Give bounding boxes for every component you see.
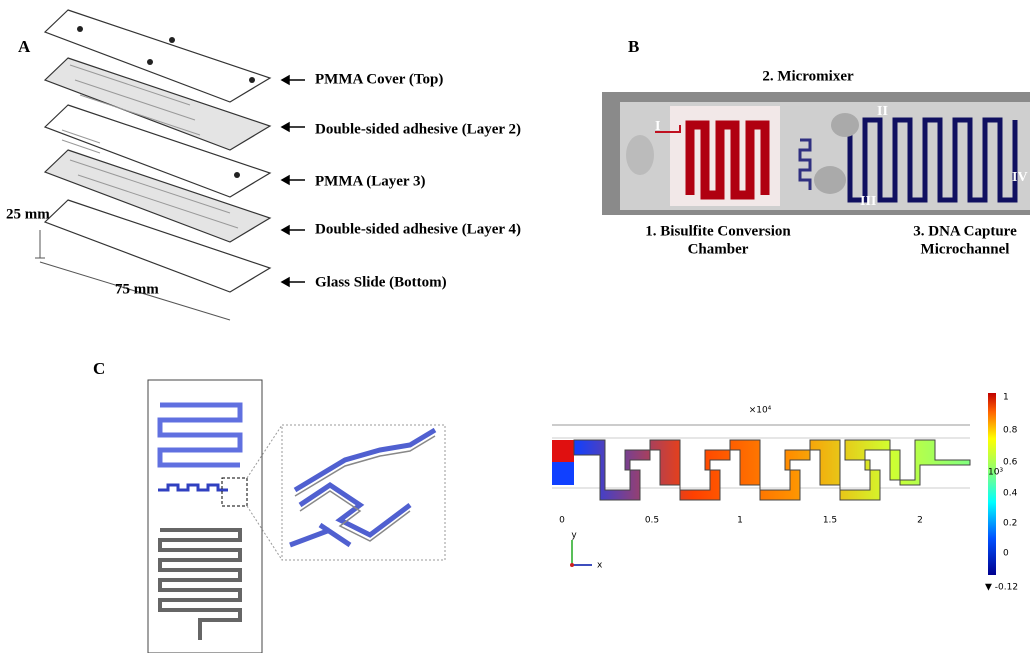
capture-label: Microchannel bbox=[921, 241, 1010, 257]
layer-label: Glass Slide (Bottom) bbox=[315, 274, 447, 290]
colorbar-tick: 0.6 bbox=[1003, 458, 1018, 468]
axis-origin bbox=[570, 563, 574, 567]
axis-label: x bbox=[597, 561, 603, 571]
colorbar-tick: 0.8 bbox=[1003, 426, 1018, 436]
colorbar bbox=[988, 393, 996, 575]
simulation-plot bbox=[552, 425, 970, 500]
dimension-label: 75 mm bbox=[115, 281, 159, 297]
micromixer-label: 2. Micromixer bbox=[762, 68, 854, 84]
x-tick-label: 1 bbox=[737, 516, 743, 526]
layer-label: PMMA (Layer 3) bbox=[315, 173, 426, 189]
panel-letter: B bbox=[628, 37, 639, 56]
port-label: III bbox=[860, 194, 876, 209]
capture-label: 3. DNA Capture bbox=[913, 223, 1017, 239]
dimension-label: 25 mm bbox=[6, 206, 50, 222]
x-tick-label: 1.5 bbox=[823, 516, 837, 526]
panel-letter: C bbox=[93, 359, 105, 378]
layer-label: PMMA Cover (Top) bbox=[315, 71, 443, 87]
colorbar-min: ▼ -0.12 bbox=[985, 583, 1018, 593]
panel-letter: A bbox=[18, 37, 31, 56]
layer-label: Double-sided adhesive (Layer 4) bbox=[315, 221, 521, 237]
colorbar-tick: 0 bbox=[1003, 549, 1009, 559]
x-tick-label: 0.5 bbox=[645, 516, 659, 526]
colorbar-tick: 1 bbox=[1003, 393, 1009, 403]
port-label: II bbox=[877, 104, 888, 119]
x-tick-label: 2 bbox=[917, 516, 923, 526]
axis-label: y bbox=[571, 531, 577, 541]
layer-label: Double-sided adhesive (Layer 2) bbox=[315, 121, 521, 137]
device-layout bbox=[148, 380, 445, 653]
device-photo bbox=[602, 92, 1030, 215]
port-label: I bbox=[655, 119, 660, 134]
axis-triad bbox=[572, 540, 592, 565]
colorbar-multiplier: 10³ bbox=[988, 468, 1003, 478]
port-label: IV bbox=[1012, 170, 1028, 185]
colorbar-tick: 0.2 bbox=[1003, 519, 1017, 529]
layer-arrows bbox=[282, 76, 305, 286]
x-tick-label: 0 bbox=[559, 516, 565, 526]
chamber-label: 1. Bisulfite Conversion bbox=[645, 223, 791, 239]
exploded-layers bbox=[45, 10, 270, 292]
figure: A PMMA Cover (Top) Double-sided adhesive… bbox=[0, 0, 1030, 653]
x-multiplier: ×10⁴ bbox=[749, 406, 772, 416]
chamber-label: Chamber bbox=[688, 241, 749, 257]
colorbar-tick: 0.4 bbox=[1003, 489, 1018, 499]
